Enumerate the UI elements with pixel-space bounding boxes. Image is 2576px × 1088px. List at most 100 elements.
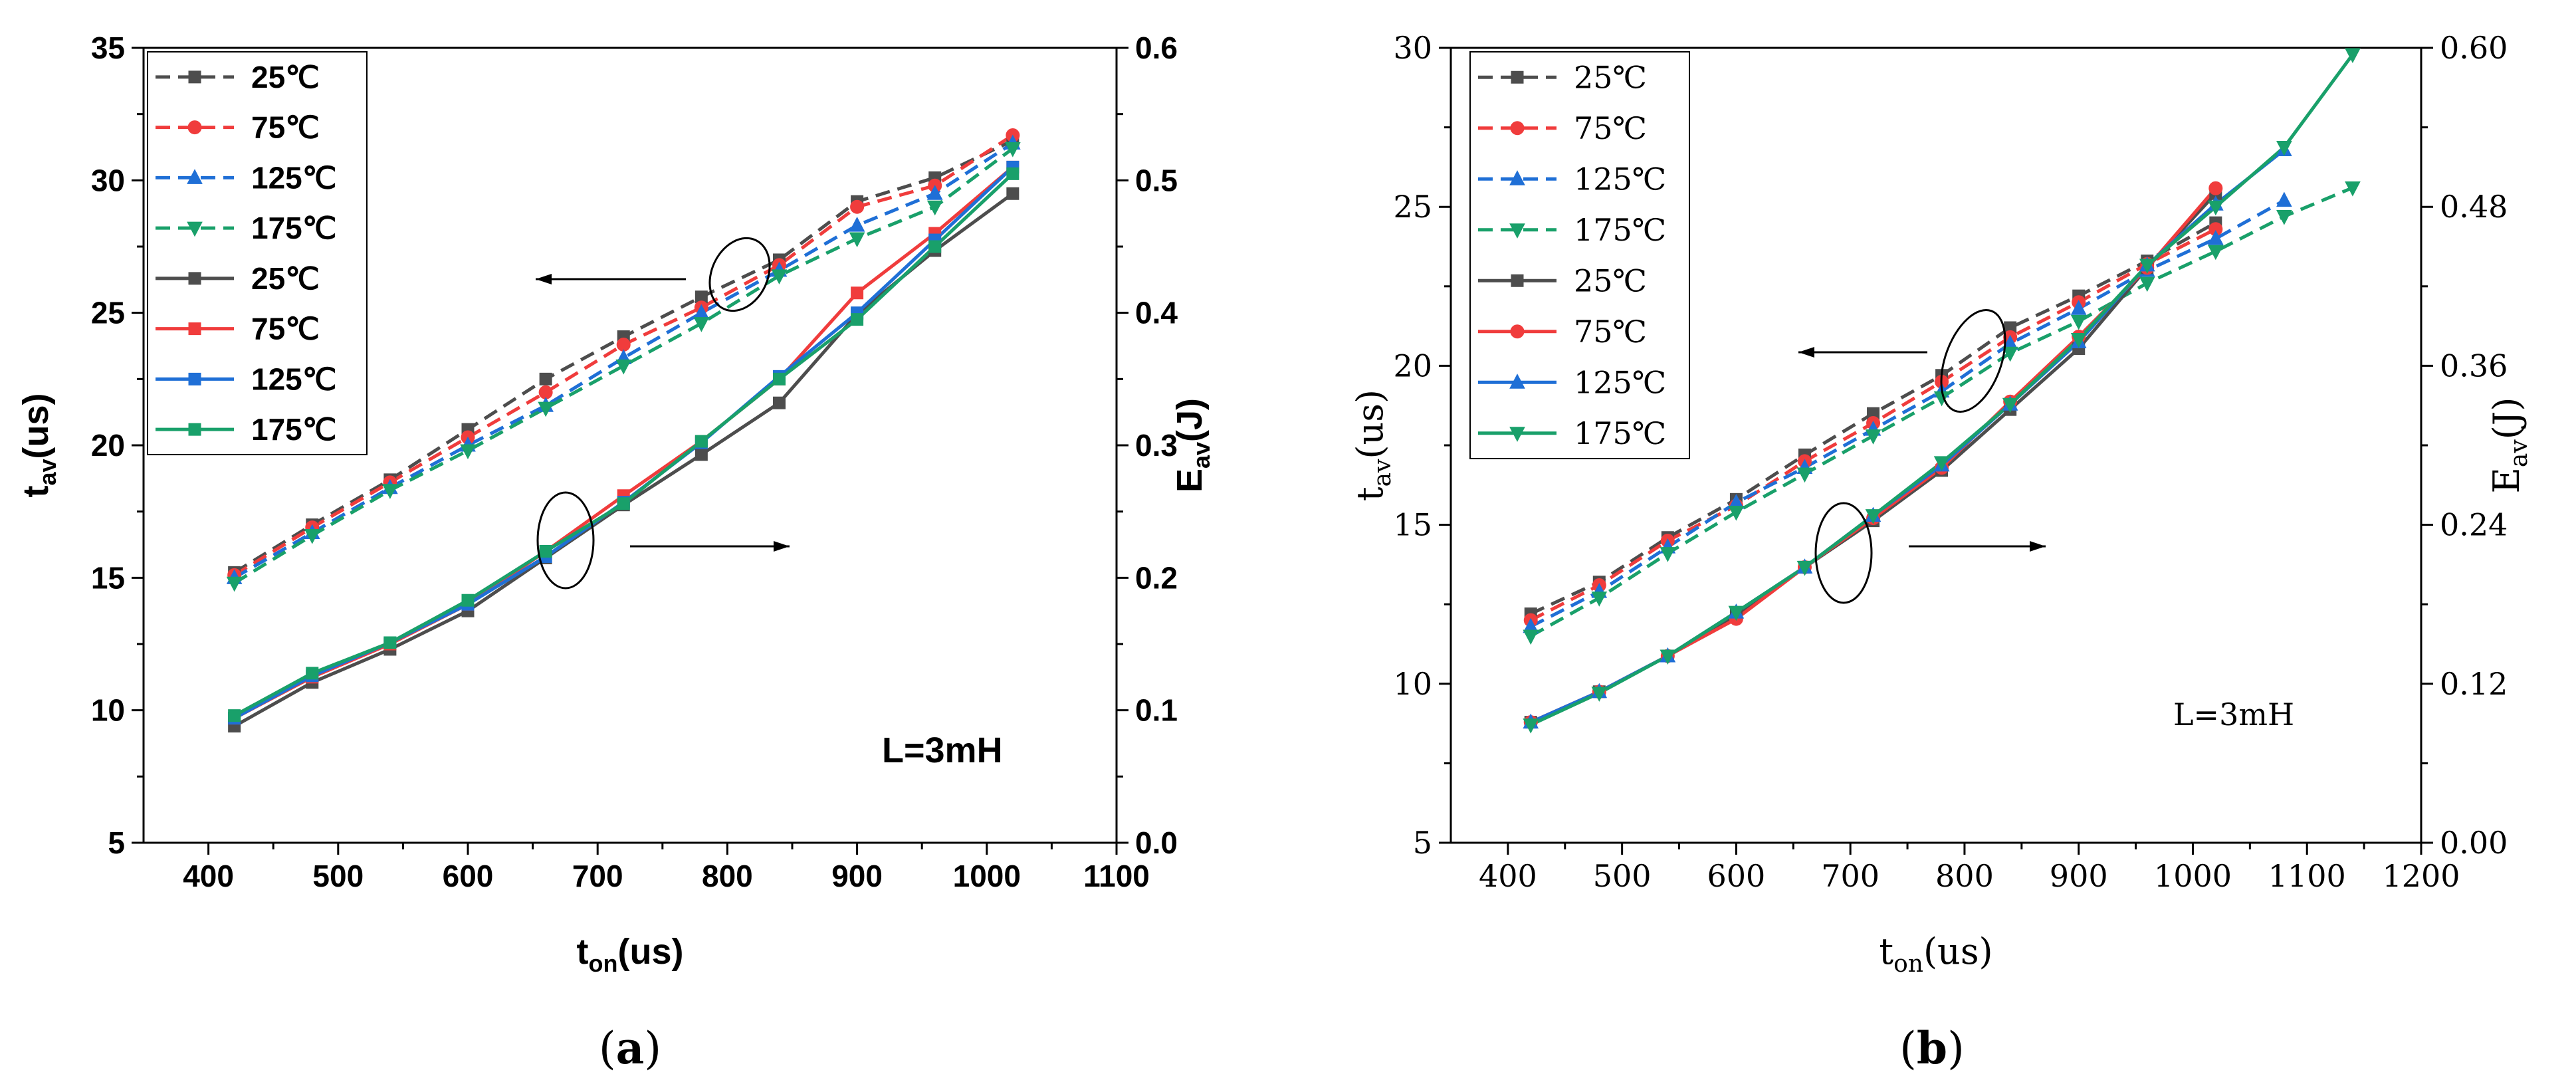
- legend-label: 75℃: [251, 312, 320, 346]
- legend-label: 125℃: [251, 160, 336, 195]
- y-left-tick-label: 30: [91, 163, 125, 197]
- data-point-175℃: [2139, 276, 2155, 292]
- y-left-tick-label: 25: [1393, 189, 1432, 225]
- x-tick-label: 1100: [1083, 859, 1150, 893]
- y-left-tick-label: 15: [91, 560, 125, 595]
- annotation-L-a: L=3mH: [882, 730, 1003, 770]
- y-right-tick-label: 0.12: [2440, 666, 2508, 702]
- data-point-125℃: [2070, 300, 2087, 315]
- caption-b: (b): [1899, 1022, 1965, 1074]
- data-point-75℃: [851, 286, 864, 300]
- legend-marker: [188, 70, 201, 84]
- x-tick-label: 600: [1707, 858, 1766, 894]
- legend-label: 25℃: [1574, 263, 1647, 298]
- data-point-175℃: [2207, 245, 2224, 261]
- legend-label: 125℃: [1574, 364, 1666, 400]
- x-tick-label: 1000: [953, 859, 1021, 893]
- data-point-175℃: [1865, 509, 1881, 524]
- data-point-175℃: [1660, 547, 1676, 562]
- data-point-175℃: [2139, 259, 2155, 274]
- data-point-175℃: [2345, 181, 2361, 197]
- x-tick-label: 1200: [2382, 858, 2460, 894]
- legend-marker: [1511, 70, 1524, 84]
- legend-label: 25℃: [251, 261, 320, 296]
- legend-marker: [1509, 374, 1525, 389]
- data-point-175℃: [2002, 346, 2018, 362]
- left-axis-indicator-ellipse: [708, 237, 771, 312]
- legend-marker: [187, 169, 203, 184]
- right-arrow-head: [774, 541, 790, 552]
- left-axis-indicator-ellipse: [1940, 308, 2006, 413]
- data-point-175℃: [2345, 48, 2361, 64]
- legend-marker: [188, 423, 201, 436]
- right-axis-indicator-ellipse: [1814, 502, 1873, 604]
- y-left-tick-label: 5: [1413, 825, 1432, 861]
- x-axis-label: ton(us): [577, 932, 684, 977]
- legend-label: 125℃: [251, 362, 336, 396]
- x-tick-label: 600: [443, 859, 494, 893]
- caption-a: (a): [599, 1022, 661, 1074]
- data-point-75℃: [2208, 181, 2223, 195]
- data-point-175℃: [1523, 718, 1539, 734]
- left-arrow-head: [536, 274, 552, 284]
- legend-marker: [187, 120, 202, 135]
- x-tick-label: 1000: [2154, 858, 2232, 894]
- y-left-tick-label: 15: [1393, 507, 1432, 543]
- data-point-175℃: [2276, 210, 2292, 225]
- chart-panel-b: 400 500 600 700 800 900 1000 1100 1200 5 10 15 20 25 3…: [1349, 30, 2533, 1074]
- data-point-175℃: [849, 232, 865, 248]
- data-point-175℃: [1865, 429, 1881, 445]
- data-point-175℃: [615, 359, 632, 375]
- legend-marker: [188, 272, 201, 285]
- data-point-125℃: [849, 217, 865, 232]
- right-axis-indicator-ellipse: [536, 491, 595, 590]
- y-left-tick-label: 20: [91, 428, 125, 463]
- x-tick-label: 900: [831, 859, 883, 893]
- data-point-175℃: [693, 317, 710, 332]
- legend-marker: [1509, 427, 1525, 442]
- legend-marker: [1510, 121, 1525, 136]
- x-tick-label: 900: [2050, 858, 2108, 894]
- x-tick-label: 400: [183, 859, 234, 893]
- right-arrow-head: [2030, 541, 2046, 552]
- data-point-175℃: [2207, 200, 2224, 216]
- chart-panel-a: 400 500 600 700 800 900 1000 1100 5 10 15 20 25 30 35 0…: [16, 31, 1215, 1074]
- legend-label: 25℃: [251, 60, 320, 94]
- x-tick-label: 500: [312, 859, 364, 893]
- data-point-175℃: [1796, 467, 1813, 483]
- data-point-175℃: [771, 269, 788, 284]
- y-left-tick-label: 5: [108, 825, 125, 860]
- legend-label: 175℃: [251, 412, 336, 447]
- left-arrow-head: [1798, 347, 1814, 358]
- y-right-tick-label: 0.3: [1135, 428, 1178, 463]
- data-point-175℃: [304, 529, 320, 544]
- data-point-25℃: [539, 372, 552, 385]
- data-point-175℃: [1591, 592, 1608, 607]
- legend-box: [1469, 51, 1690, 459]
- x-tick-label: 700: [1821, 858, 1879, 894]
- data-point-175℃: [1660, 649, 1676, 665]
- y-left-tick-label: 10: [91, 693, 125, 728]
- data-point-175℃: [1523, 629, 1539, 645]
- data-point-175℃: [1796, 560, 1813, 576]
- legend-marker: [1509, 223, 1525, 239]
- legend-box: [147, 51, 368, 455]
- data-point-175℃: [695, 435, 708, 448]
- data-point-175℃: [926, 200, 943, 216]
- y-left-tick-label: 30: [1393, 30, 1432, 66]
- legend-label: 125℃: [1574, 161, 1666, 197]
- legend-label: 175℃: [1574, 415, 1666, 451]
- data-point-125℃: [926, 185, 943, 200]
- data-point-175℃: [1933, 456, 1950, 471]
- data-point-25℃: [772, 396, 786, 409]
- data-point-175℃: [617, 497, 630, 510]
- legend-label: 75℃: [251, 110, 320, 145]
- legend-label: 75℃: [1574, 110, 1647, 146]
- data-point-175℃: [306, 667, 319, 680]
- data-point-175℃: [539, 544, 552, 558]
- data-point-175℃: [2002, 397, 2018, 413]
- y-right-tick-label: 0.6: [1135, 31, 1178, 65]
- data-point-175℃: [1006, 167, 1020, 180]
- series-line-left-125℃: [233, 142, 1014, 580]
